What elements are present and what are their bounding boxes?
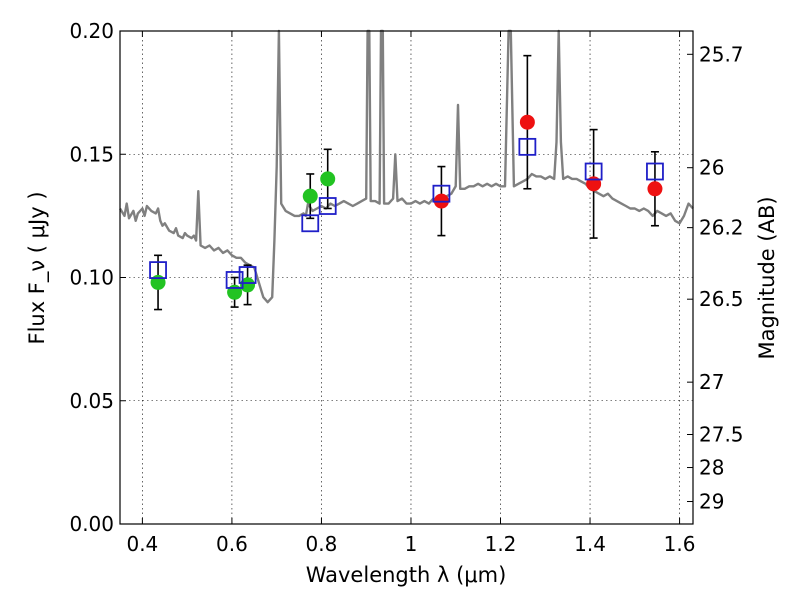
optical-data-point (320, 171, 336, 187)
mag-tick-label: 26.5 (699, 287, 744, 311)
model-square-marker (432, 184, 451, 203)
y-axis-title: Flux F_ν ( μJy ) (25, 191, 50, 344)
nir-data-point (647, 181, 663, 197)
y-tick-label: 0.15 (69, 142, 114, 166)
mag-tick-label: 26.2 (699, 216, 744, 240)
mag-tick-label: 27.5 (699, 423, 744, 447)
x-tick-label: 0.8 (306, 532, 338, 556)
mag-tick-label: 27 (699, 370, 724, 394)
nir-data-point (519, 114, 535, 130)
x-tick-label: 1 (405, 532, 418, 556)
x-tick-label: 0.4 (126, 532, 158, 556)
x-tick-label: 0.6 (216, 532, 248, 556)
nir-data-point (586, 176, 602, 192)
y-tick-label: 0.05 (69, 389, 114, 413)
right-axis-title: Magnitude (AB) (755, 196, 779, 359)
optical-data-point (150, 274, 166, 290)
y-tick-label: 0.20 (69, 19, 114, 43)
mag-tick-label: 29 (699, 490, 724, 514)
x-tick-label: 1.2 (485, 532, 517, 556)
data-markers (149, 114, 664, 300)
model-square-marker (149, 261, 167, 280)
optical-data-point (227, 284, 243, 300)
y-tick-label: 0.00 (69, 512, 114, 536)
optical-data-point (240, 277, 256, 293)
x-tick-label: 1.6 (664, 532, 696, 556)
x-axis-title: Wavelength λ (μm) (306, 563, 507, 587)
model-spectrum-line (118, 29, 694, 304)
mag-tick-label: 26 (699, 156, 724, 180)
optical-data-point (302, 188, 318, 204)
axis-ticks: 0.4 0.6 0.8 1 1.2 1.4 1.6 0.00 0.05 0.10 0.15 0.20 2… (69, 19, 743, 556)
model-square-marker (318, 197, 337, 215)
model-square-marker (301, 214, 320, 233)
model-square-marker (518, 137, 537, 156)
model-spectrum (118, 29, 694, 304)
y-tick-label: 0.10 (69, 266, 114, 290)
model-square-marker (584, 162, 603, 181)
model-square-marker (646, 162, 664, 181)
mag-tick-label: 25.7 (699, 42, 744, 66)
mag-tick-label: 28 (699, 456, 724, 480)
grid-lines (120, 30, 693, 525)
x-tick-label: 1.4 (574, 532, 606, 556)
model-square-marker (225, 271, 244, 289)
model-square-marker (238, 266, 257, 284)
